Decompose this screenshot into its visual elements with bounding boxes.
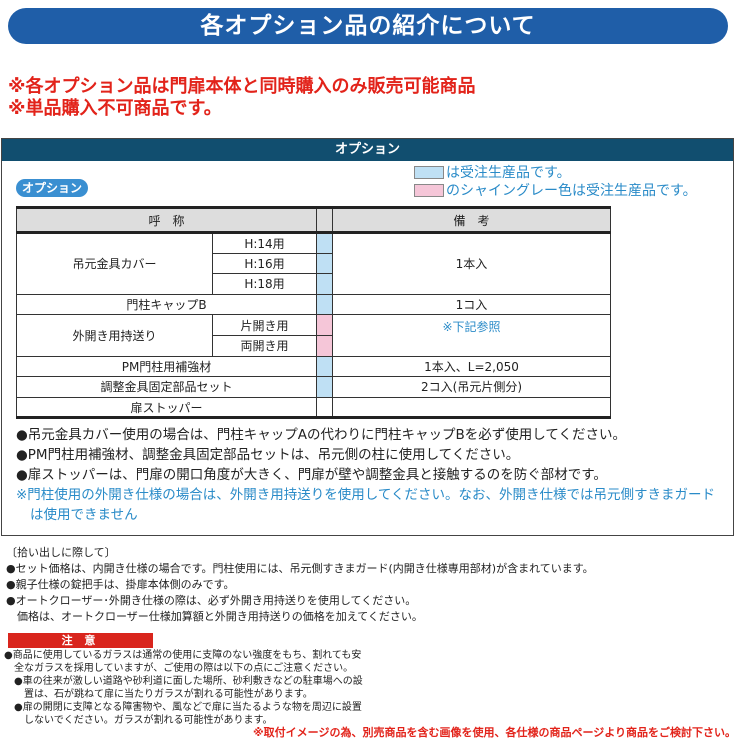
caution-line: 全なガラスを採用していますが、ご使用の際は以下の点にご注意ください。 bbox=[4, 663, 354, 674]
caution-label: 注 意 bbox=[8, 633, 153, 648]
table-row: 外開き用持送り 片開き用 ※下記参照 bbox=[16, 314, 611, 357]
legend-pink: のシャイングレー色は受注生産品です。 bbox=[414, 183, 697, 199]
option-section: オプション オプション は受注生産品です。 のシャイングレー色は受注生産品です。… bbox=[1, 138, 734, 536]
caution-line: ●商品に使用しているガラスは通常の使用に支障のない強度をもち、割れても安 bbox=[4, 650, 362, 661]
pickup-heading: 〔拾い出しに際して〕 bbox=[6, 546, 116, 559]
page-title: 各オプション品の紹介について bbox=[8, 8, 728, 44]
table-row: 扉ストッパー bbox=[16, 396, 611, 419]
table-row: 吊元金具カバー H:14用 1本入 bbox=[16, 232, 611, 295]
table-row: PM門柱用補強材 1本入、L=2,050 bbox=[16, 355, 611, 378]
header-name: 呼 称 bbox=[16, 206, 317, 234]
pickup-item: ●セット価格は、内開き仕様の場合です。門柱使用には、吊元側すきまガード(内開き仕… bbox=[6, 562, 594, 575]
header-remarks: 備 考 bbox=[332, 206, 611, 234]
legend-blue: は受注生産品です。 bbox=[414, 165, 571, 181]
option-pill: オプション bbox=[16, 179, 89, 197]
pickup-item: ●オートクローザー･外開き仕様の際は、必ず外開き用持送りを使用してください。 bbox=[6, 594, 417, 607]
caution-line: ●車の往来が激しい道路や砂利道に面した場所、砂利敷きなどの駐車場への設 bbox=[4, 676, 363, 687]
table-row: 門柱キャップB 1コ入 bbox=[16, 293, 611, 316]
table-row: H:18用 bbox=[17, 273, 611, 295]
section-header: オプション bbox=[2, 139, 733, 161]
bullet: ●吊元金具カバー使用の場合は、門柱キャップAの代わりに門柱キャップBを必ず使用し… bbox=[16, 427, 626, 443]
caution-line: しないでください。ガラスが割れる可能性があります。 bbox=[4, 715, 273, 726]
table-row: 両開き用 bbox=[17, 334, 611, 357]
table-row: 調整金具固定部品セット 2コ入(吊元片側分) bbox=[16, 376, 611, 398]
option-table: 呼 称備 考 吊元金具カバー H:14用 1本入 H:16用 H:18用 門柱キャッ… bbox=[16, 206, 611, 419]
pickup-item: 価格は、オートクローザー仕様加算額と外開き用持送りの価格を加えてください。 bbox=[6, 610, 423, 623]
blue-note: は使用できません bbox=[30, 507, 138, 523]
caution-line: 置は、石が跳ねて扉に当たりガラスが割れる可能性があります。 bbox=[4, 689, 313, 700]
table-row: H:16用 bbox=[17, 252, 611, 275]
footer-note: ※取付イメージの為、別売商品を含む画像を使用、各仕様の商品ページより商品をご検討… bbox=[252, 726, 736, 739]
red-note: ※単品購入不可商品です。 bbox=[8, 98, 222, 119]
caution-line: ●扉の開閉に支障となる障害物や、風などで扉に当たるような物を周辺に設置 bbox=[4, 702, 362, 713]
red-note: ※各オプション品は門扉本体と同時購入のみ販売可能商品 bbox=[8, 76, 476, 97]
bullet: ●扉ストッパーは、門扉の開口角度が大きく、門扉が壁や調整金具と接触するのを防ぐ部… bbox=[16, 467, 607, 483]
pink-swatch bbox=[414, 184, 444, 197]
blue-swatch bbox=[414, 166, 444, 179]
pickup-item: ●親子仕様の錠把手は、掛扉本体側のみです。 bbox=[6, 578, 235, 591]
bullet: ●PM門柱用補強材、調整金具固定部品セットは、吊元側の柱に使用してください。 bbox=[16, 447, 520, 463]
blue-note: ※門柱使用の外開き仕様の場合は、外開き用持送りを使用してください。なお、外開き仕… bbox=[16, 487, 715, 503]
